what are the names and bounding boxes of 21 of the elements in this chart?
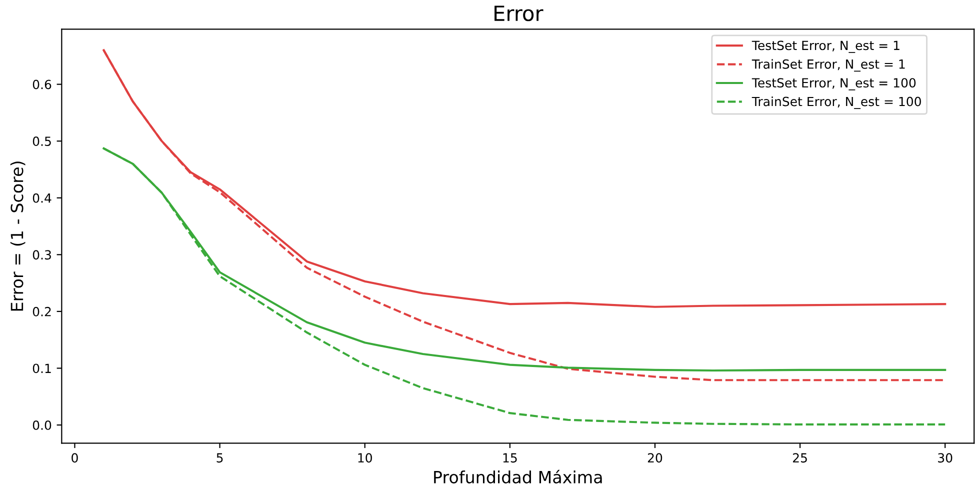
y-axis-title: Error = (1 - Score): [10, 162, 26, 311]
x-tick-label: 5: [216, 453, 223, 463]
x-tick-label: 25: [792, 453, 807, 463]
y-tick-label: 0.5: [32, 136, 51, 146]
y-tick-label: 0.3: [32, 250, 51, 260]
y-tick-label: 0.4: [32, 193, 52, 203]
legend-label: TrainSet Error, N_est = 1: [752, 59, 905, 72]
y-tick-label: 0.6: [32, 80, 52, 90]
x-tick-label: 30: [938, 453, 952, 463]
y-tick-label: 0.2: [32, 306, 51, 316]
legend-label: TrainSet Error, N_est = 100: [752, 96, 921, 109]
y-tick-label: 0.1: [32, 364, 51, 374]
legend-label: TestSet Error, N_est = 1: [752, 40, 900, 53]
x-tick-label: 20: [648, 453, 662, 463]
x-tick-label: 15: [503, 453, 517, 463]
x-axis-title: Profundidad Máxima: [434, 470, 602, 484]
legend-label: TestSet Error, N_est = 100: [752, 78, 916, 90]
x-tick-label: 0: [72, 453, 78, 463]
x-tick-label: 10: [358, 453, 372, 463]
y-tick-label: 0.0: [32, 420, 52, 430]
chart-title: Error: [494, 6, 544, 22]
